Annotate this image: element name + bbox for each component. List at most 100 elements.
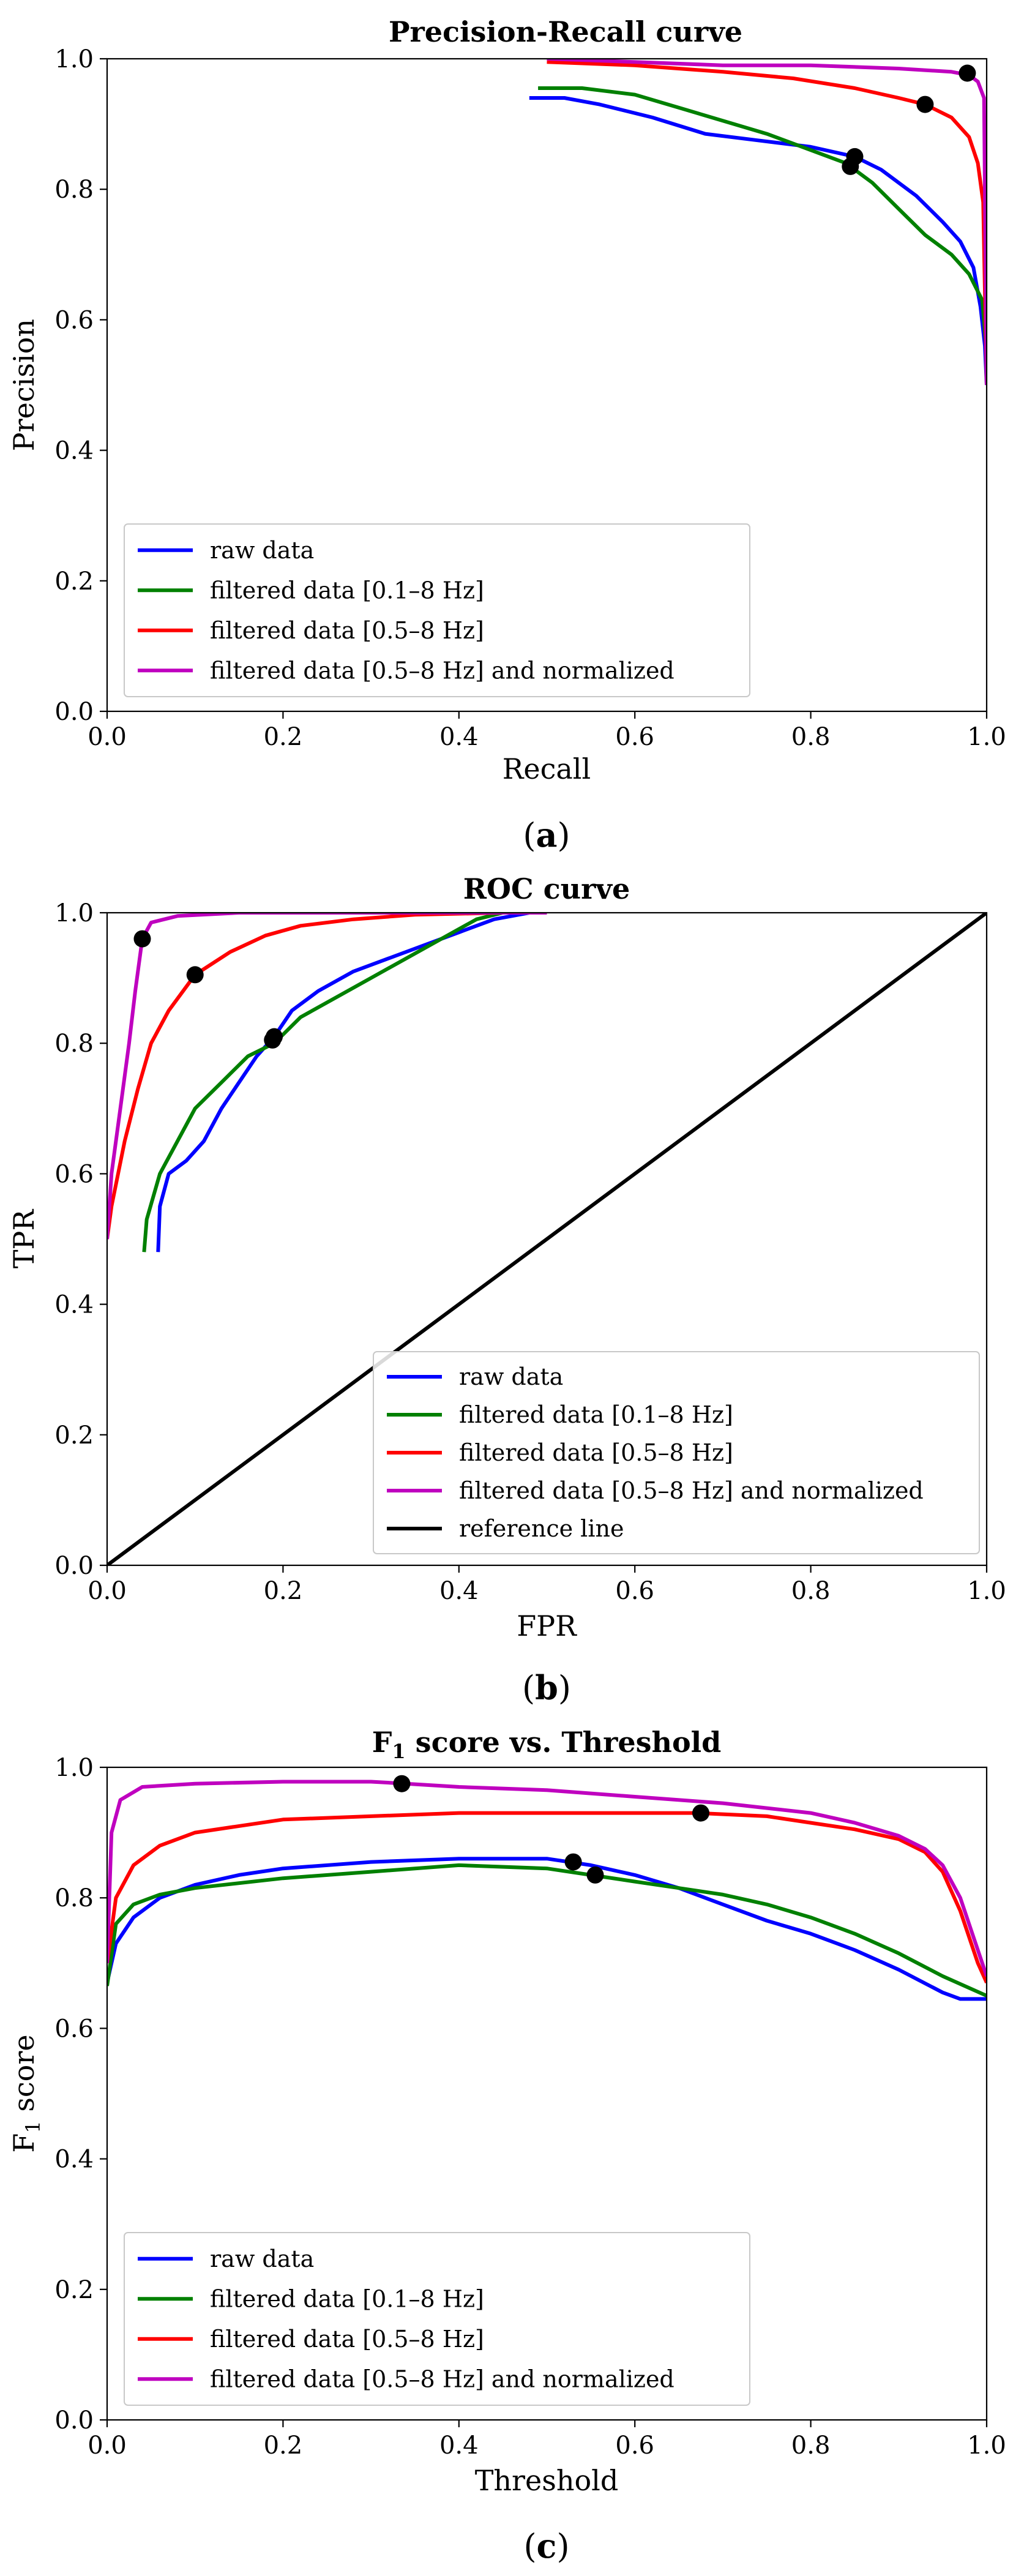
y-tick-label: 0.2 bbox=[54, 1421, 94, 1450]
legend-label: filtered data [0.1–8 Hz] bbox=[210, 2285, 484, 2312]
x-tick-label: 1.0 bbox=[967, 723, 1006, 751]
legend-label: filtered data [0.5–8 Hz] bbox=[210, 617, 484, 644]
caption-b: (b) bbox=[522, 1668, 571, 1707]
legend-label: filtered data [0.5–8 Hz] and normalized bbox=[210, 657, 675, 684]
caption-c: (c) bbox=[523, 2526, 569, 2566]
ylabel-sub: 1 bbox=[21, 2121, 45, 2133]
legend-label: filtered data [0.1–8 Hz] bbox=[210, 577, 484, 604]
x-tick-label: 0.8 bbox=[791, 2432, 831, 2460]
y-tick-label: 0.0 bbox=[54, 1552, 94, 1580]
y-tick-label: 0.8 bbox=[54, 1030, 94, 1058]
y-tick-label: 1.0 bbox=[54, 45, 94, 73]
y-tick-label: 0.4 bbox=[54, 1291, 94, 1319]
x-tick-label: 0.8 bbox=[791, 1577, 831, 1605]
plot-area bbox=[107, 1775, 987, 2001]
f1-threshold-panel: F1 score vs. Threshold 0.0 0.2 0.4 0.6 0.8 1.… bbox=[7, 1726, 1006, 2566]
series-line-3 bbox=[107, 913, 547, 1240]
series-line-0 bbox=[529, 96, 987, 386]
legend-box bbox=[373, 1351, 980, 1554]
y-tick-label: 0.8 bbox=[54, 176, 94, 204]
x-tick-label: 0.0 bbox=[88, 2432, 127, 2460]
legend-box bbox=[124, 2232, 750, 2406]
axes-frame bbox=[106, 912, 988, 1567]
optimal-point-marker bbox=[186, 966, 204, 984]
x-tick-label: 0.2 bbox=[264, 2432, 303, 2460]
y-axis-label: Precision bbox=[7, 319, 40, 451]
x-tick-label: 0.4 bbox=[439, 2432, 479, 2460]
x-tick-label: 0.8 bbox=[791, 723, 831, 751]
x-tick-label: 1.0 bbox=[967, 2432, 1006, 2460]
x-axis-label: Threshold bbox=[475, 2464, 619, 2497]
y-axis-label: TPR bbox=[7, 1209, 40, 1269]
caption-letter: b bbox=[535, 1668, 558, 1707]
roc-panel: ROC curve 0.0 0.2 0.4 0.6 0.8 1.0 0.0 0.2 0.4 0.6… bbox=[7, 872, 1006, 1707]
legend: raw data filtered data [0.1–8 Hz] filtered… bbox=[124, 523, 750, 697]
ylabel-f: F bbox=[7, 2133, 40, 2153]
y-tick-label: 0.4 bbox=[54, 2146, 94, 2174]
chart-title: Precision-Recall curve bbox=[389, 15, 742, 48]
y-tick-label: 1.0 bbox=[54, 1754, 94, 1782]
ylabel-rest: score bbox=[7, 2034, 40, 2121]
series-line-1 bbox=[107, 1863, 987, 1998]
x-tick-label: 0.0 bbox=[88, 723, 127, 751]
plot-area bbox=[529, 59, 987, 386]
y-tick-label: 0.2 bbox=[54, 567, 94, 596]
legend-label: raw data bbox=[459, 1363, 563, 1390]
optimal-point-marker bbox=[564, 1853, 582, 1871]
series-group bbox=[107, 1780, 987, 2001]
series-line-2 bbox=[107, 1811, 987, 1984]
y-tick-label: 0.8 bbox=[54, 1884, 94, 1912]
y-tick-label: 0.6 bbox=[54, 1160, 94, 1188]
y-tick-label: 1.0 bbox=[54, 899, 94, 927]
x-tick-label: 0.4 bbox=[439, 723, 479, 751]
legend-label: filtered data [0.5–8 Hz] and normalized bbox=[210, 2365, 675, 2392]
legend: raw data filtered data [0.1–8 Hz] filtered… bbox=[373, 1351, 980, 1554]
ticks: 0.0 0.2 0.4 0.6 0.8 1.0 0.0 0.2 0.4 0.6 0.8 1.0 bbox=[54, 45, 1006, 751]
y-tick-label: 0.2 bbox=[54, 2276, 94, 2304]
caption-a: (a) bbox=[523, 815, 570, 855]
legend-label: raw data bbox=[210, 2245, 314, 2272]
x-tick-label: 1.0 bbox=[967, 1577, 1006, 1605]
caption-letter: a bbox=[536, 815, 558, 855]
chart-title: ROC curve bbox=[463, 872, 630, 905]
legend-label: filtered data [0.1–8 Hz] bbox=[459, 1401, 733, 1428]
series-line-2 bbox=[547, 60, 987, 386]
optimal-point-marker bbox=[692, 1804, 709, 1822]
optimal-point-marker bbox=[842, 157, 859, 175]
x-tick-label: 0.2 bbox=[264, 1577, 303, 1605]
x-tick-label: 0.2 bbox=[264, 723, 303, 751]
precision-recall-panel: Precision-Recall curve 0.0 0.2 0.4 0.6 0.8 1.… bbox=[7, 15, 1006, 855]
optimal-point-marker bbox=[959, 64, 976, 82]
series-line-1 bbox=[142, 913, 547, 1252]
y-tick-label: 0.4 bbox=[54, 437, 94, 465]
legend-label: filtered data [0.5–8 Hz] and normalized bbox=[459, 1477, 924, 1504]
series-line-1 bbox=[538, 86, 987, 353]
series-line-2 bbox=[107, 913, 547, 1240]
caption-letter: c bbox=[537, 2526, 557, 2566]
x-tick-label: 0.6 bbox=[615, 2432, 654, 2460]
optimal-point-marker bbox=[586, 1866, 604, 1884]
y-axis-label: F1 score bbox=[7, 2034, 45, 2152]
x-axis-label: Recall bbox=[503, 752, 591, 785]
optimal-point-marker bbox=[916, 95, 934, 113]
legend-label: filtered data [0.5–8 Hz] bbox=[459, 1439, 733, 1466]
optimal-point-marker bbox=[133, 930, 151, 948]
optimal-point-marker bbox=[393, 1775, 411, 1792]
series-line-3 bbox=[547, 59, 987, 386]
title-rest: score vs. Threshold bbox=[406, 1726, 722, 1759]
ticks: 0.0 0.2 0.4 0.6 0.8 1.0 0.0 0.2 0.4 0.6 0.8 1.0 bbox=[54, 899, 1006, 1605]
title-sub: 1 bbox=[392, 1740, 405, 1763]
axes-frame bbox=[106, 58, 988, 713]
ticks: 0.0 0.2 0.4 0.6 0.8 1.0 0.0 0.2 0.4 0.6 0.8 1.0 bbox=[54, 1754, 1006, 2460]
series-group bbox=[529, 59, 987, 386]
legend-label: filtered data [0.5–8 Hz] bbox=[210, 2326, 484, 2353]
optimal-point-marker bbox=[264, 1031, 282, 1049]
y-tick-label: 0.0 bbox=[54, 2406, 94, 2435]
x-tick-label: 0.4 bbox=[439, 1577, 479, 1605]
legend-label: raw data bbox=[210, 537, 314, 564]
legend-box bbox=[124, 523, 750, 697]
x-tick-label: 0.0 bbox=[88, 1577, 127, 1605]
series-line-0 bbox=[107, 1857, 987, 2001]
plot-area bbox=[107, 913, 987, 1565]
